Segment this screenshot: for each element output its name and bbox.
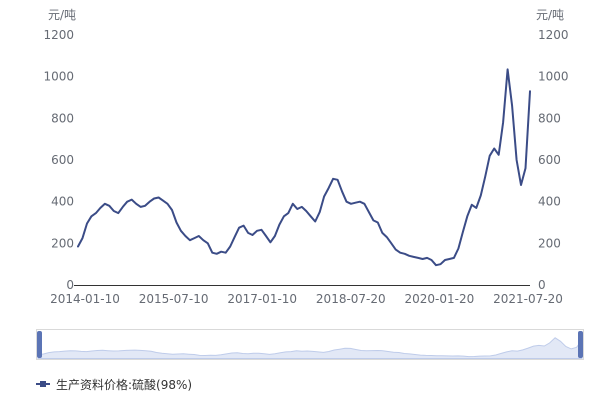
svg-text:400: 400 xyxy=(51,195,74,209)
svg-text:200: 200 xyxy=(51,236,74,250)
legend-line-marker xyxy=(36,378,50,390)
svg-text:1200: 1200 xyxy=(538,28,569,42)
svg-text:2014-01-10: 2014-01-10 xyxy=(50,292,120,306)
legend-item[interactable]: 生产资料价格:硫酸(98%) xyxy=(36,374,192,394)
svg-text:2020-01-20: 2020-01-20 xyxy=(405,292,475,306)
datazoom-slider[interactable] xyxy=(36,329,584,360)
svg-text:2018-07-20: 2018-07-20 xyxy=(316,292,386,306)
svg-text:1200: 1200 xyxy=(43,28,74,42)
svg-text:600: 600 xyxy=(538,153,561,167)
svg-text:1000: 1000 xyxy=(43,70,74,84)
price-line-chart[interactable]: 0 0 200 200 400 400 600 600 800 800 1000 1000 1200 12… xyxy=(0,0,612,312)
svg-text:800: 800 xyxy=(538,111,561,125)
svg-text:2015-07-10: 2015-07-10 xyxy=(139,292,209,306)
svg-text:0: 0 xyxy=(538,278,546,292)
y-axis-unit-right: 元/吨 xyxy=(536,8,565,22)
y-axis-unit-left: 元/吨 xyxy=(47,8,76,22)
svg-text:400: 400 xyxy=(538,195,561,209)
svg-text:0: 0 xyxy=(66,278,74,292)
svg-text:600: 600 xyxy=(51,153,74,167)
svg-text:200: 200 xyxy=(538,236,561,250)
svg-text:2017-01-10: 2017-01-10 xyxy=(227,292,297,306)
svg-text:2021-07-20: 2021-07-20 xyxy=(493,292,563,306)
legend-label: 生产资料价格:硫酸(98%) xyxy=(56,377,193,392)
svg-text:800: 800 xyxy=(51,111,74,125)
svg-text:1000: 1000 xyxy=(538,70,569,84)
